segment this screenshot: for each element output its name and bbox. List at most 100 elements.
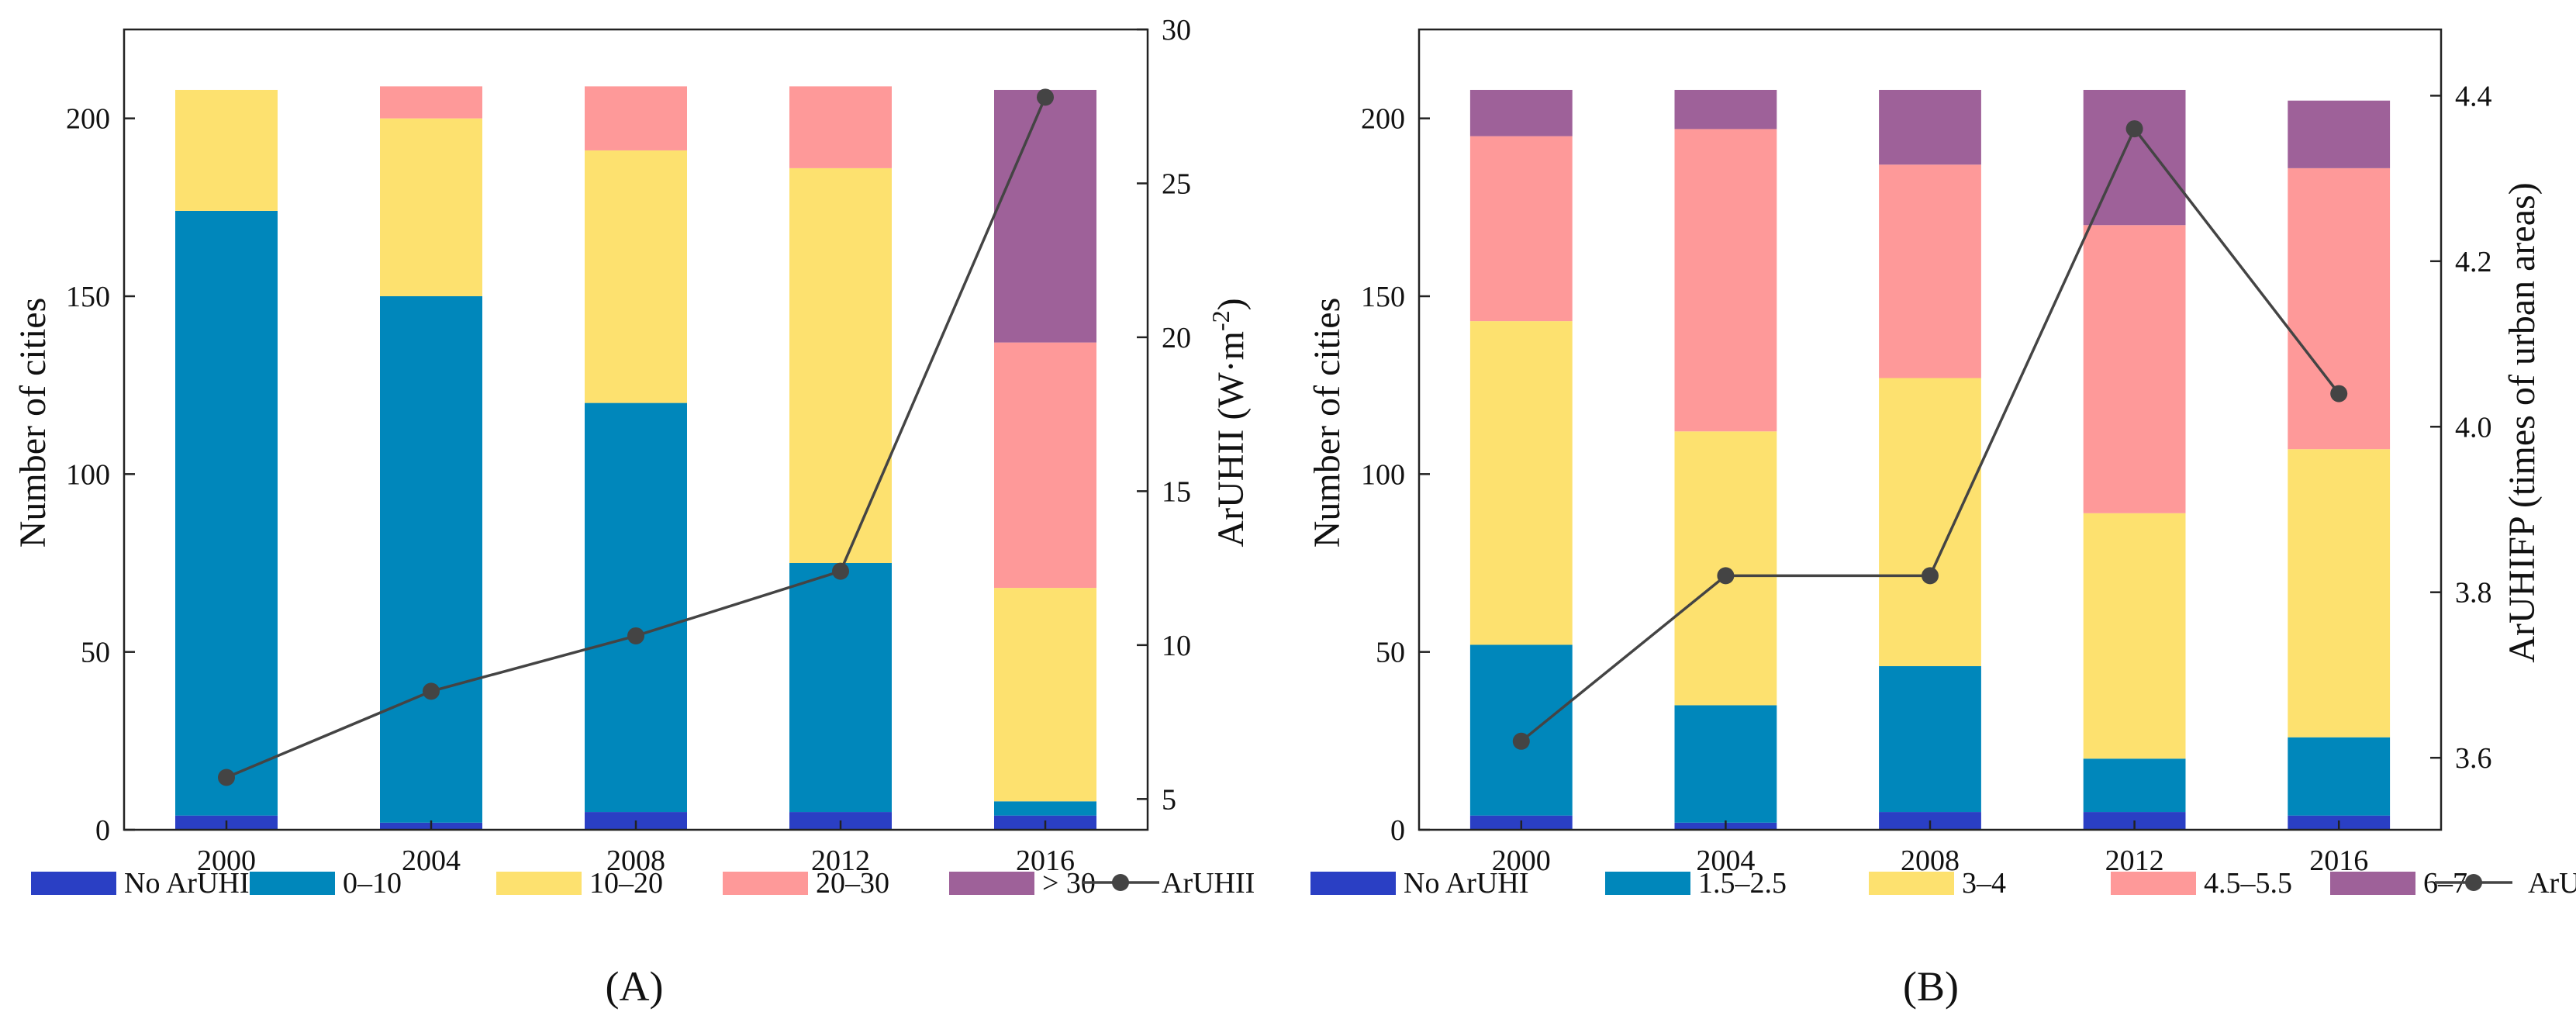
y-axis-title-right-b: ArUHIFP (times of urban areas) [2502,182,2543,662]
y2-title-main-a: ArUHII (W·m [1210,331,1252,547]
legend-swatch-a-1 [250,872,335,895]
bar-a-2016-s4 [994,89,1096,343]
legend-swatch-a-3 [723,872,808,895]
y-tick-label-a-100: 100 [66,458,110,491]
y-tick-label-b-150: 150 [1361,281,1405,313]
y-axis-title-left-b: Number of cities [1307,298,1348,548]
legend-swatch-a-2 [496,872,582,895]
x-tick-label-a-2008: 2008 [606,845,665,877]
legend-label-b-2: 3–4 [1962,867,2006,900]
bar-b-2008-s1 [1879,666,1981,813]
bar-b-2000-s3 [1469,136,1573,322]
line-point-a-2008 [627,627,644,644]
legend-swatch-a-0 [31,872,116,895]
legend-label-b-3: 4.5–5.5 [2204,867,2292,900]
bar-b-2000-s2 [1469,321,1573,645]
legend-swatch-b-4 [2330,872,2415,895]
y-axis-title-right-a: ArUHII (W·m-2) [1207,298,1252,547]
y2-tick-label-a-2: 15 [1162,475,1191,508]
bar-a-2000-s2 [175,89,278,211]
bar-b-2016-s1 [2288,737,2391,816]
line-point-a-2012 [832,562,849,580]
line-point-a-2004 [423,682,440,700]
y2-tick-label-b-3: 4.2 [2455,246,2492,278]
legend-swatch-b-3 [2111,872,2196,895]
legend-label-a-2: 10–20 [589,867,663,900]
legend-label-a-line: ArUHII [1162,867,1255,900]
bar-a-2008-s2 [585,150,687,403]
y2-tick-label-b-0: 3.6 [2455,742,2492,775]
legend-label-a-0: No ArUHI [124,867,249,900]
legend-label-a-1: 0–10 [343,867,402,900]
panel-label-b: (B) [1903,963,1959,1010]
bar-b-2004-s1 [1674,705,1777,823]
bar-a-2000-s1 [175,210,278,816]
x-tick-label-a-2012: 2012 [811,845,870,877]
legend-line-marker-a [1112,874,1129,891]
legend-line-marker-b [2465,874,2482,891]
bar-a-2012-s3 [789,86,892,168]
panel-label-a: (A) [606,963,664,1010]
bar-b-2004-s3 [1674,129,1777,432]
y-tick-label-b-100: 100 [1361,458,1405,491]
bar-a-2004-s1 [380,296,482,823]
y-tick-label-b-50: 50 [1376,637,1405,669]
bar-b-2016-s4 [2288,100,2391,168]
bar-a-2008-s1 [585,402,687,813]
bar-a-2016-s3 [994,342,1096,589]
y2-title-end-a: ) [1210,298,1252,310]
y2-tick-label-b-4: 4.4 [2455,80,2492,112]
x-tick-label-a-2004: 2004 [402,845,461,877]
y2-title-sup-a: -2 [1207,310,1234,331]
bar-b-2008-s3 [1879,164,1981,378]
legend-label-b-1: 1.5–2.5 [1698,867,1787,900]
legend-label-b-0: No ArUHI [1404,867,1528,900]
bar-b-2012-s2 [2083,513,2186,759]
y-tick-label-a-200: 200 [66,103,110,136]
legend-label-a-3: 20–30 [816,867,889,900]
bar-a-2016-s2 [994,588,1096,802]
bar-b-2000-s4 [1469,89,1573,136]
x-tick-label-a-2000: 2000 [197,845,256,877]
line-point-b-2004 [1717,567,1735,585]
legend-label-b-line: ArUHIFP [2528,867,2576,900]
bar-b-2004-s4 [1674,89,1777,130]
x-tick-label-b-2000: 2000 [1492,845,1551,877]
bar-a-2016-s1 [994,801,1096,816]
y2-tick-label-a-0: 5 [1162,783,1176,816]
y-tick-label-b-0: 0 [1390,814,1405,847]
legend-swatch-b-1 [1605,872,1690,895]
legend-swatch-a-4 [949,872,1034,895]
y2-tick-label-a-5: 30 [1162,14,1191,47]
y-tick-label-a-0: 0 [95,814,110,847]
y-axis-title-left-a: Number of cities [12,298,54,548]
bar-b-2012-s1 [2083,758,2186,813]
y2-tick-label-a-3: 20 [1162,322,1191,354]
bar-a-2012-s2 [789,168,892,563]
legend-a: No ArUHI 0–10 10–20 20–30 > 30 ArUHII [31,867,1255,900]
bar-b-2016-s3 [2288,168,2391,450]
line-point-b-2016 [2330,385,2348,402]
bar-b-2016-s2 [2288,449,2391,737]
line-point-b-2008 [1922,567,1939,585]
y2-tick-label-a-1: 10 [1162,630,1191,662]
line-point-a-2000 [218,769,235,786]
y-tick-label-a-150: 150 [66,281,110,313]
line-point-a-2016 [1037,88,1054,106]
y-tick-label-a-50: 50 [81,637,110,669]
line-point-b-2012 [2125,120,2143,138]
bar-b-2012-s3 [2083,225,2186,513]
legend-swatch-b-2 [1869,872,1954,895]
bar-a-2004-s2 [380,118,482,296]
legend-swatch-b-0 [1310,872,1396,895]
x-tick-label-b-2004: 2004 [1696,845,1755,877]
bar-a-2004-s3 [380,86,482,119]
line-point-b-2000 [1512,732,1530,750]
bar-a-2008-s3 [585,86,687,150]
bar-b-2008-s2 [1879,378,1981,667]
y2-tick-label-a-4: 25 [1162,168,1191,200]
